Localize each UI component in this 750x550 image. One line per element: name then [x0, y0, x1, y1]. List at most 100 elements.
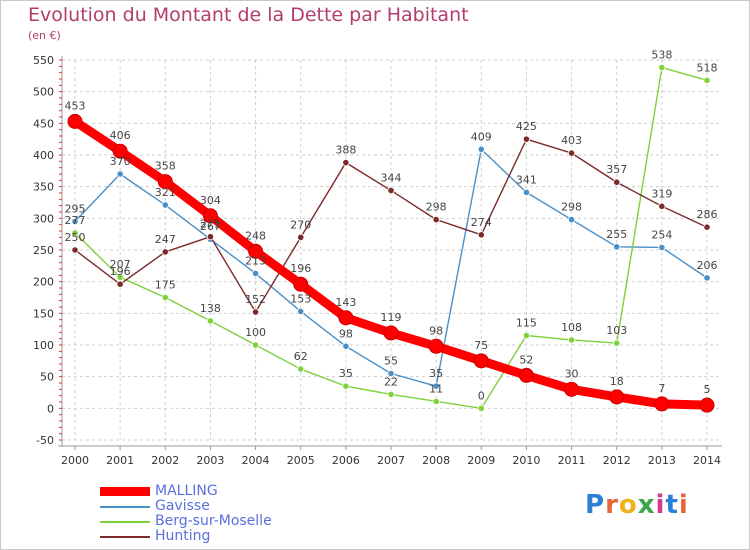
data-label-malling: 18: [610, 375, 624, 388]
data-label-gavisse: 370: [110, 155, 131, 168]
legend-swatch-gavisse: [100, 506, 150, 508]
data-point-gavisse: [251, 269, 260, 278]
data-label-hunting: 357: [606, 163, 627, 176]
data-point-gavisse: [71, 217, 79, 226]
data-label-malling: 453: [65, 99, 86, 112]
data-label-hunting: 344: [381, 171, 402, 184]
data-point-malling: [518, 367, 534, 383]
data-point-berg-sur-moselle: [567, 336, 576, 344]
data-label-berg-sur-moselle: 22: [384, 375, 398, 388]
data-point-gavisse: [703, 274, 711, 282]
data-label-berg-sur-moselle: 35: [339, 367, 353, 380]
data-point-gavisse: [613, 243, 621, 251]
data-label-gavisse: 254: [651, 228, 672, 241]
data-label-berg-sur-moselle: 0: [478, 389, 485, 402]
legend-label-malling: MALLING: [155, 483, 218, 499]
data-point-gavisse: [387, 369, 395, 378]
data-label-malling: 119: [381, 311, 402, 324]
data-label-berg-sur-moselle: 538: [651, 49, 672, 62]
data-label-gavisse: 35: [429, 367, 443, 380]
data-point-hunting: [522, 135, 531, 143]
y-tick-label: 350: [33, 181, 54, 194]
data-point-malling: [473, 353, 489, 369]
data-label-malling: 406: [110, 129, 131, 142]
data-point-berg-sur-moselle: [71, 229, 79, 237]
data-point-malling: [293, 276, 309, 292]
data-point-hunting: [613, 178, 621, 186]
data-point-malling: [699, 397, 715, 413]
data-point-hunting: [251, 308, 260, 316]
data-point-malling: [609, 389, 625, 405]
data-point-malling: [338, 310, 354, 326]
data-label-gavisse: 153: [290, 292, 311, 305]
data-label-hunting: 247: [155, 233, 176, 246]
data-point-gavisse: [567, 216, 576, 224]
data-label-gavisse: 409: [471, 130, 492, 143]
x-tick-label: 2002: [151, 454, 179, 467]
data-point-hunting: [477, 231, 485, 239]
y-tick-label: 550: [33, 54, 54, 67]
x-tick-label: 2005: [287, 454, 315, 467]
data-point-gavisse: [477, 145, 485, 153]
data-label-malling: 304: [200, 194, 221, 207]
x-tick-label: 2006: [332, 454, 360, 467]
data-point-hunting: [206, 233, 215, 241]
data-point-malling: [428, 338, 444, 354]
data-label-malling: 358: [155, 160, 176, 173]
legend-label-gavisse: Gavisse: [155, 498, 210, 514]
legend-label-berg-sur-moselle: Berg-sur-Moselle: [155, 513, 272, 529]
legend-swatch-berg-sur-moselle: [100, 521, 150, 523]
data-label-berg-sur-moselle: 100: [245, 326, 266, 339]
data-label-malling: 30: [565, 367, 579, 380]
data-label-malling: 5: [704, 383, 711, 396]
data-point-berg-sur-moselle: [387, 390, 395, 398]
data-label-gavisse: 98: [339, 327, 353, 340]
data-label-hunting: 270: [290, 218, 311, 231]
y-tick-label: 200: [33, 276, 54, 289]
data-label-hunting: 298: [426, 201, 447, 214]
data-label-berg-sur-moselle: 62: [294, 350, 308, 363]
x-tick-label: 2009: [467, 454, 495, 467]
data-point-hunting: [71, 246, 79, 254]
data-label-gavisse: 295: [65, 203, 86, 216]
data-label-hunting: 388: [335, 144, 356, 157]
y-tick-label: 400: [33, 149, 54, 162]
data-point-malling: [112, 143, 128, 159]
data-label-gavisse: 267: [200, 220, 221, 233]
y-tick-label: 50: [40, 371, 54, 384]
data-label-berg-sur-moselle: 138: [200, 302, 221, 315]
y-tick-label: -50: [36, 434, 54, 447]
data-label-berg-sur-moselle: 207: [110, 258, 131, 271]
y-tick-label: 300: [33, 212, 54, 225]
data-point-hunting: [116, 280, 124, 288]
data-point-malling: [654, 396, 670, 412]
data-point-malling: [157, 174, 173, 190]
data-point-berg-sur-moselle: [522, 331, 531, 340]
data-point-hunting: [161, 248, 169, 256]
data-point-berg-sur-moselle: [161, 293, 169, 302]
data-label-gavisse: 321: [155, 186, 176, 199]
data-point-malling: [67, 113, 83, 129]
data-label-malling: 75: [474, 339, 488, 352]
data-label-hunting: 425: [516, 120, 537, 133]
data-label-malling: 7: [658, 382, 665, 395]
data-label-malling: 248: [245, 229, 266, 242]
data-point-malling: [564, 381, 580, 397]
data-label-berg-sur-moselle: 115: [516, 317, 537, 330]
data-point-berg-sur-moselle: [251, 341, 260, 349]
data-point-berg-sur-moselle: [342, 382, 350, 390]
data-label-gavisse: 213: [245, 254, 266, 267]
y-tick-label: 250: [33, 244, 54, 257]
y-tick-label: 500: [33, 86, 54, 99]
data-point-hunting: [703, 223, 711, 231]
data-point-gavisse: [342, 342, 350, 350]
data-point-hunting: [387, 186, 395, 195]
x-tick-label: 2012: [603, 454, 631, 467]
x-tick-label: 2013: [648, 454, 676, 467]
data-point-gavisse: [161, 201, 169, 209]
data-label-hunting: 271: [200, 218, 221, 231]
legend-label-hunting: Hunting: [155, 528, 211, 544]
x-tick-label: 2001: [106, 454, 134, 467]
data-point-gavisse: [522, 188, 531, 196]
data-label-malling: 98: [429, 324, 443, 337]
